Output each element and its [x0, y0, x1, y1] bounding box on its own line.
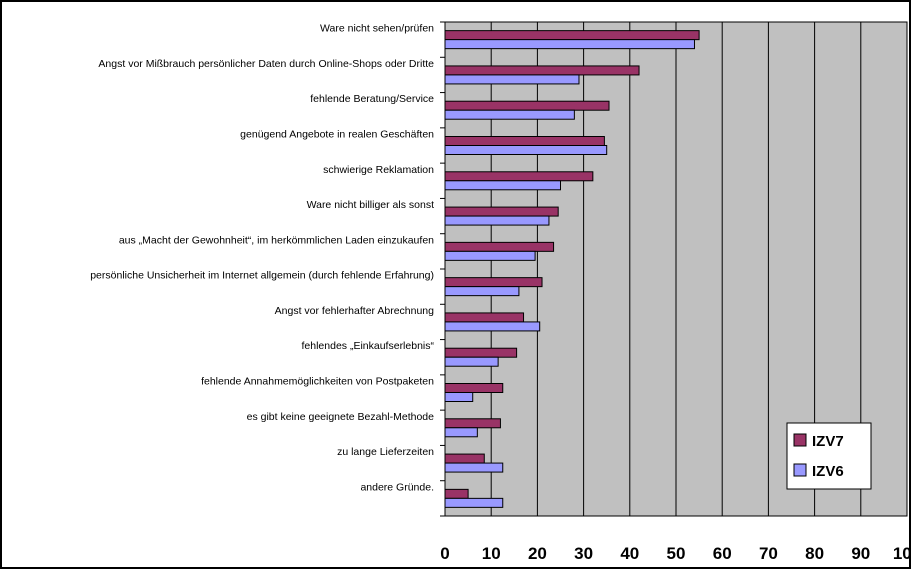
category-label: fehlende Beratung/Service: [310, 93, 434, 105]
x-tick-label-100: 100: [893, 544, 911, 563]
category-label: Angst vor fehlerhafter Abrechnung: [275, 305, 435, 317]
bar-izv6-1: [444, 74, 580, 85]
x-tick-label-0: 0: [440, 544, 449, 563]
category-label: genügend Angebote in realen Geschäften: [240, 129, 434, 141]
x-tick-label-90: 90: [851, 544, 870, 563]
bar-izv7-10: [444, 383, 504, 393]
legend-swatch-izv7: [793, 433, 807, 447]
bar-izv6-6: [444, 250, 536, 261]
category-label: Angst vor Mißbrauch persönlicher Daten d…: [98, 58, 434, 70]
bar-izv7-3: [444, 136, 605, 146]
bar-izv7-13: [444, 488, 469, 499]
category-label: Ware nicht sehen/prüfen: [320, 23, 434, 35]
bars: [444, 30, 700, 508]
bar-izv7-2: [444, 100, 610, 111]
bar-izv7-7: [444, 277, 543, 288]
category-label: aus „Macht der Gewohnheit“, im herkömmli…: [119, 234, 434, 246]
bar-izv6-5: [444, 215, 550, 226]
x-tick-label-70: 70: [759, 544, 778, 563]
bar-izv7-9: [444, 347, 518, 358]
category-label: schwierige Reklamation: [323, 164, 434, 176]
bar-izv7-6: [444, 241, 555, 252]
x-tick-label-10: 10: [482, 544, 501, 563]
legend: IZV7 IZV6: [786, 422, 872, 490]
bar-izv6-2: [444, 109, 575, 120]
legend-swatch-izv6: [793, 463, 807, 477]
bar-izv7-12: [444, 453, 485, 464]
bar-izv6-0: [444, 39, 695, 50]
bar-izv6-4: [444, 180, 561, 191]
x-tick-label-60: 60: [713, 544, 732, 563]
category-label: es gibt keine geeignete Bezahl-Methode: [247, 411, 435, 423]
bar-izv6-13: [444, 497, 504, 508]
x-tick-label-40: 40: [620, 544, 639, 563]
category-label: Ware nicht billiger als sonst: [307, 199, 434, 211]
bar-izv6-10: [444, 392, 474, 402]
bar-izv6-3: [444, 145, 608, 155]
x-tick-labels: 0 10 20 30 40 50 60 70 80 90 100: [440, 544, 911, 563]
category-label: fehlendes „Einkaufserlebnis“: [302, 340, 435, 352]
x-tick-label-20: 20: [528, 544, 547, 563]
category-label: persönliche Unsicherheit im Internet all…: [90, 270, 434, 282]
bar-izv7-1: [444, 65, 640, 76]
bar-izv7-8: [444, 312, 525, 323]
category-label: zu lange Lieferzeiten: [337, 446, 434, 458]
x-tick-label-50: 50: [667, 544, 686, 563]
bar-izv6-8: [444, 321, 541, 332]
x-tick-label-80: 80: [805, 544, 824, 563]
category-label: andere Gründe.: [360, 481, 434, 493]
category-labels: Ware nicht sehen/prüfen Angst vor Mißbrau…: [90, 23, 434, 494]
legend-label-izv6: IZV6: [812, 463, 844, 480]
category-label: fehlende Annahmemöglichkeiten von Postpa…: [201, 376, 434, 388]
bar-izv7-11: [444, 418, 501, 429]
x-tick-label-30: 30: [574, 544, 593, 563]
bar-izv6-11: [444, 427, 478, 438]
bar-izv7-0: [444, 30, 700, 41]
bar-izv6-9: [444, 356, 499, 367]
bar-izv6-12: [444, 462, 504, 473]
category-ticks: [440, 21, 445, 517]
legend-label-izv7: IZV7: [812, 433, 844, 450]
bar-izv6-7: [444, 286, 520, 297]
bar-izv7-4: [444, 171, 594, 182]
bar-izv7-5: [444, 206, 559, 217]
